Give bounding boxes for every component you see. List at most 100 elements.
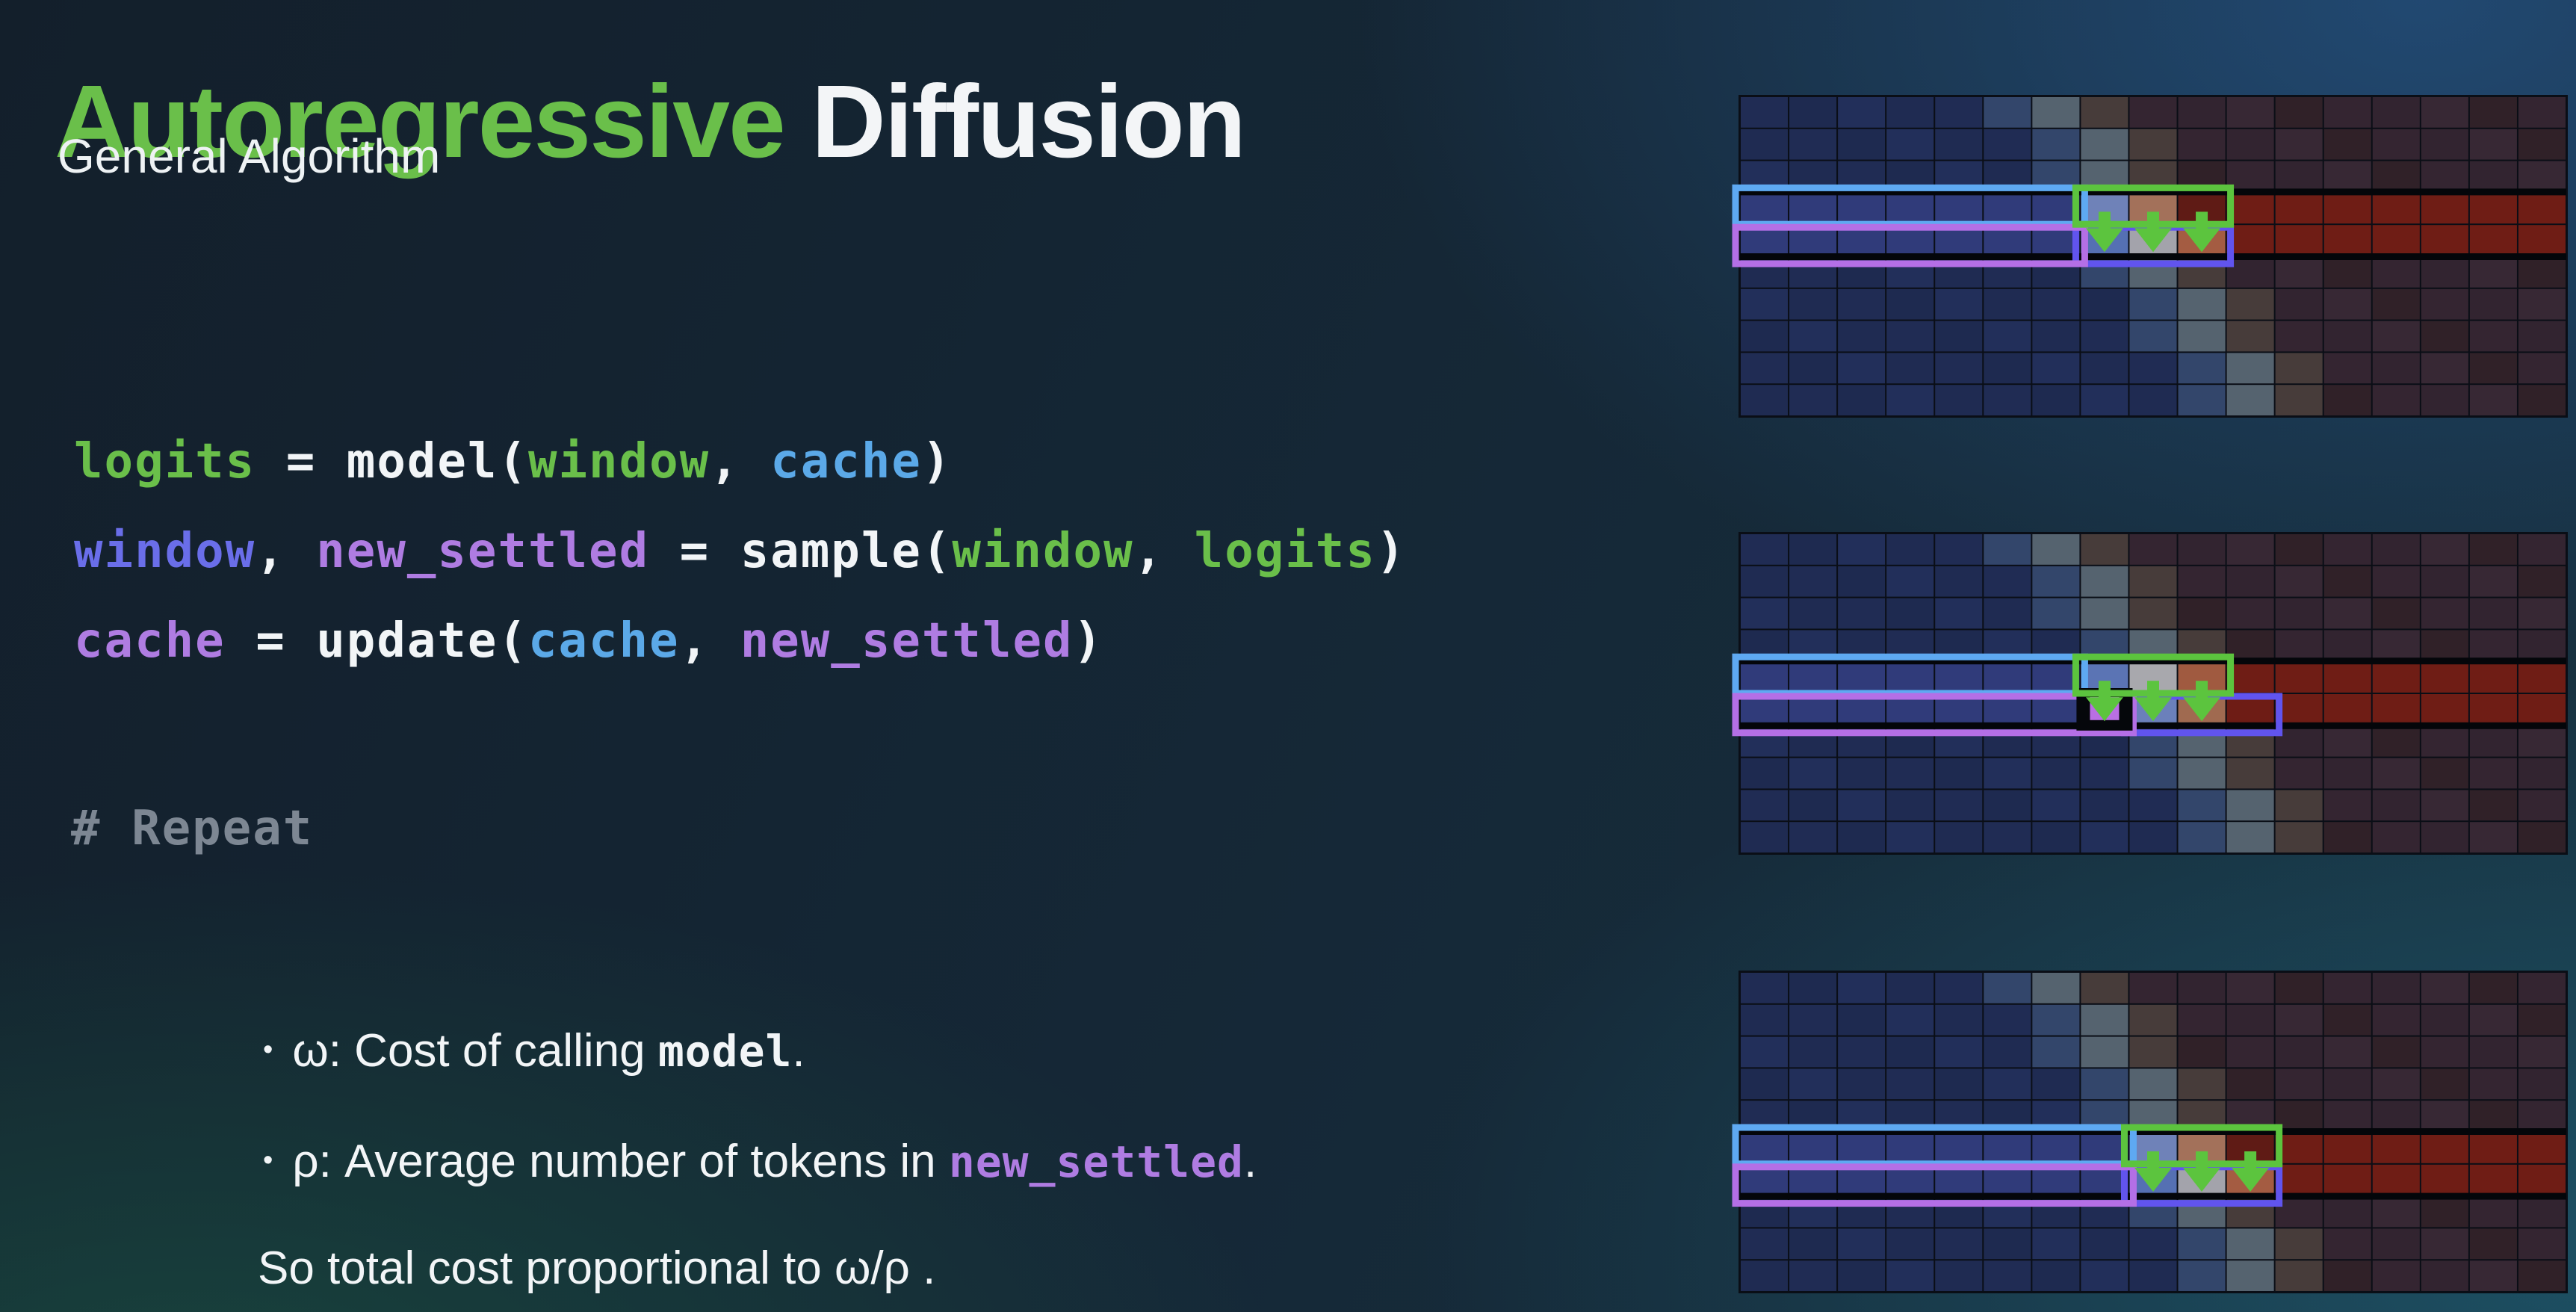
heatmap-cell bbox=[2275, 1228, 2323, 1260]
code-token: ) bbox=[921, 434, 953, 489]
heatmap-cell bbox=[2275, 1068, 2323, 1100]
heatmap-cell bbox=[1838, 822, 1886, 853]
heatmap-cell bbox=[1935, 193, 1983, 224]
heatmap-cell bbox=[2275, 1101, 2323, 1131]
heatmap-cell bbox=[2081, 1068, 2128, 1100]
heatmap-cell bbox=[2469, 790, 2517, 821]
code-token: = bbox=[256, 434, 347, 489]
heatmap-cell bbox=[1935, 288, 1983, 320]
heatmap-cell bbox=[2421, 385, 2468, 415]
heatmap-cell bbox=[2469, 97, 2517, 128]
heatmap-cell bbox=[1886, 973, 1934, 1003]
heatmap-cell bbox=[2129, 1068, 2177, 1100]
heatmap-cell bbox=[1789, 1260, 1837, 1291]
heatmap-cell bbox=[2469, 321, 2517, 352]
heatmap-cell bbox=[1741, 1133, 1789, 1163]
heatmap-cell bbox=[1789, 1004, 1837, 1036]
heatmap-cell bbox=[1984, 129, 2031, 160]
heatmap-cell bbox=[2275, 822, 2323, 853]
heatmap-cell bbox=[2275, 790, 2323, 821]
heatmap-cell bbox=[2129, 973, 2177, 1003]
heatmap-cell bbox=[1838, 1260, 1886, 1291]
heatmap-cell bbox=[1741, 1004, 1789, 1036]
heatmap-cell bbox=[2275, 161, 2323, 192]
heatmap-cell bbox=[2518, 1196, 2566, 1228]
row-divider bbox=[1740, 722, 2566, 729]
heatmap-cell bbox=[1789, 973, 1837, 1003]
heatmap-cell bbox=[1935, 1228, 1983, 1260]
heatmap-cell bbox=[1984, 534, 2031, 565]
bullet-text: . bbox=[792, 1025, 805, 1077]
code-line: logits = model(window, cache) bbox=[74, 438, 952, 486]
heatmap-cell bbox=[2129, 1036, 2177, 1068]
row-divider bbox=[1740, 188, 2566, 196]
heatmap-cell bbox=[1886, 758, 1934, 789]
code-token: window bbox=[527, 434, 710, 489]
heatmap-cell bbox=[2032, 97, 2080, 128]
heatmap-cell bbox=[1984, 1036, 2031, 1068]
heatmap-cell bbox=[1789, 790, 1837, 821]
heatmap-cell bbox=[2469, 1228, 2517, 1260]
heatmap-cell bbox=[2323, 725, 2371, 757]
heatmap-cell bbox=[2421, 1228, 2468, 1260]
settle-arrow-icon bbox=[2183, 681, 2221, 722]
heatmap-cell bbox=[2469, 161, 2517, 192]
heatmap-cell bbox=[1984, 566, 2031, 597]
heatmap-cell bbox=[2372, 758, 2420, 789]
heatmap-cell bbox=[2275, 662, 2323, 693]
heatmap-cell bbox=[2032, 1260, 2080, 1291]
heatmap-cell bbox=[1935, 566, 1983, 597]
bullet-text: . bbox=[1243, 1136, 1257, 1187]
heatmap-cell bbox=[2518, 1036, 2566, 1068]
heatmap-cell bbox=[2518, 790, 2566, 821]
heatmap-cell bbox=[1838, 758, 1886, 789]
heatmap-cell bbox=[2518, 1004, 2566, 1036]
heatmap-cell bbox=[2469, 1260, 2517, 1291]
heatmap-cell bbox=[2081, 973, 2128, 1003]
heatmap-cell bbox=[2421, 321, 2468, 352]
heatmap-cell bbox=[2372, 1164, 2420, 1195]
heatmap-cell bbox=[1789, 566, 1837, 597]
heatmap-cell bbox=[2469, 534, 2517, 565]
heatmap-cell bbox=[2372, 1101, 2420, 1131]
heatmap-cell bbox=[2178, 97, 2226, 128]
heatmap-cell bbox=[2178, 1068, 2226, 1100]
page-title: Autoregressive Diffusion bbox=[55, 63, 1246, 182]
heatmap-cell bbox=[2226, 566, 2274, 597]
heatmap-cell bbox=[1741, 566, 1789, 597]
heatmap-canvas bbox=[1732, 971, 2568, 1293]
heatmap-cell bbox=[2081, 321, 2128, 352]
heatmap-cell bbox=[2421, 1036, 2468, 1068]
heatmap-cell bbox=[1886, 790, 1934, 821]
heatmap-cell bbox=[1935, 1004, 1983, 1036]
heatmap-cell bbox=[1838, 385, 1886, 415]
settle-arrow-icon bbox=[2134, 681, 2172, 722]
heatmap-cell bbox=[1935, 1260, 1983, 1291]
heatmap-cell bbox=[2421, 630, 2468, 661]
heatmap-cell bbox=[1741, 385, 1789, 415]
heatmap-cell bbox=[2275, 1004, 2323, 1036]
heatmap-cell bbox=[1789, 1133, 1837, 1163]
heatmap-cell bbox=[2518, 288, 2566, 320]
heatmap-cell bbox=[2372, 822, 2420, 853]
heatmap-cell bbox=[2081, 566, 2128, 597]
code-token: new_settled bbox=[740, 613, 1074, 669]
heatmap-cell bbox=[2323, 790, 2371, 821]
heatmap-cell bbox=[1886, 822, 1934, 853]
heatmap-cell bbox=[2032, 193, 2080, 224]
heatmap-cell bbox=[2323, 598, 2371, 629]
code-token: window bbox=[74, 524, 256, 579]
heatmap-cell bbox=[1984, 973, 2031, 1003]
heatmap-cell bbox=[2226, 1228, 2274, 1260]
heatmap-cell bbox=[1886, 129, 1934, 160]
heatmap-cell bbox=[2081, 1004, 2128, 1036]
heatmap-cell bbox=[2421, 1196, 2468, 1228]
heatmap-cell bbox=[2421, 193, 2468, 224]
heatmap-cell bbox=[1935, 1133, 1983, 1163]
heatmap-cell bbox=[2421, 534, 2468, 565]
heatmap-cell bbox=[2469, 1196, 2517, 1228]
heatmap-cell bbox=[1741, 129, 1789, 160]
heatmap-cell bbox=[1984, 288, 2031, 320]
heatmap-cell bbox=[2372, 353, 2420, 384]
heatmap-cell bbox=[1741, 534, 1789, 565]
